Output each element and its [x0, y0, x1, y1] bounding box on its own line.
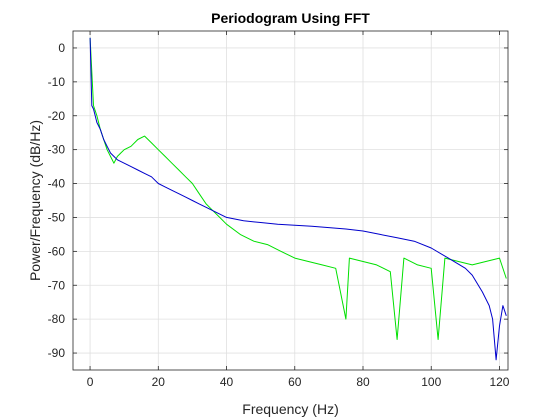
x-tick-label: 20	[152, 375, 166, 389]
y-tick-label: -70	[48, 278, 66, 292]
y-tick-label: -90	[48, 346, 66, 360]
x-tick-label: 60	[288, 375, 302, 389]
chart-title: Periodogram Using FFT	[211, 10, 370, 26]
green-series-line	[89, 37, 507, 340]
y-tick-label: -40	[48, 177, 66, 191]
grid-lines	[73, 31, 508, 370]
y-tick-label: -60	[48, 244, 66, 258]
x-tick-label: 120	[489, 375, 509, 389]
x-axis-label: Frequency (Hz)	[242, 401, 338, 417]
axes-frame	[72, 30, 509, 371]
y-tick-label: -50	[48, 210, 66, 224]
series-layer	[89, 37, 507, 361]
blue-series-line	[89, 37, 507, 361]
axis-ticks	[73, 31, 508, 370]
y-tick-label: -30	[48, 143, 66, 157]
x-tick-label: 40	[220, 375, 234, 389]
tick-labels: 0 20 40 60 80 100 120 0 -10 -20 -30 -40 -50 -60 -70 -80…	[48, 41, 510, 389]
x-tick-label: 80	[356, 375, 370, 389]
y-tick-label: 0	[58, 41, 65, 55]
y-tick-label: -20	[48, 109, 66, 123]
y-axis-label: Power/Frequency (dB/Hz)	[27, 120, 43, 281]
y-tick-label: -80	[48, 312, 66, 326]
y-tick-label: -10	[48, 75, 66, 89]
x-tick-label: 0	[87, 375, 94, 389]
x-tick-label: 100	[421, 375, 441, 389]
